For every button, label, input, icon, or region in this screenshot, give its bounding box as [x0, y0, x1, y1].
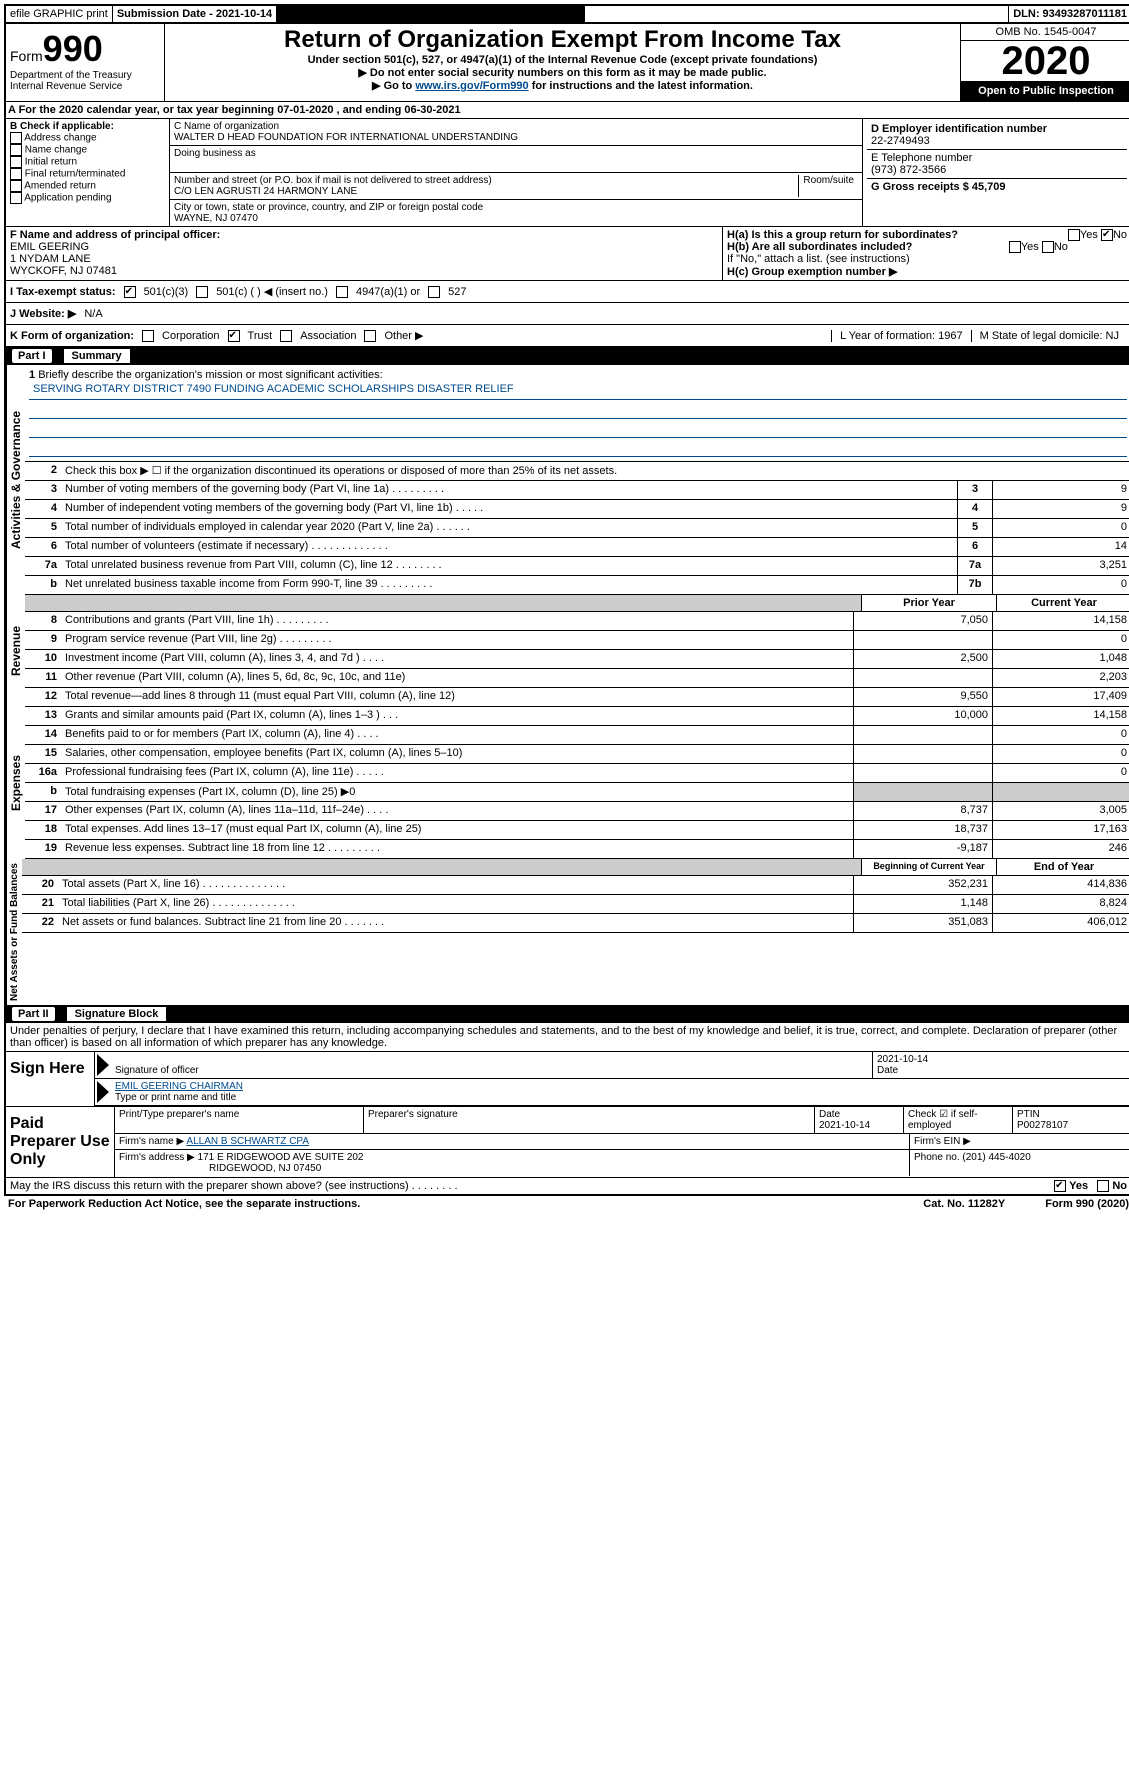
- table-row: 18Total expenses. Add lines 13–17 (must …: [25, 821, 1129, 840]
- discuss-row: May the IRS discuss this return with the…: [6, 1177, 1129, 1194]
- tax-exempt-status: I Tax-exempt status: 501(c)(3) 501(c) ( …: [6, 281, 1129, 303]
- governance-label: Activities & Governance: [6, 365, 25, 595]
- perjury-statement: Under penalties of perjury, I declare th…: [6, 1023, 1129, 1052]
- bottom-notice: For Paperwork Reduction Act Notice, see …: [4, 1196, 1129, 1212]
- period-row: A For the 2020 calendar year, or tax yea…: [6, 102, 1129, 119]
- firm-link[interactable]: ALLAN B SCHWARTZ CPA: [186, 1136, 309, 1147]
- table-row: 12Total revenue—add lines 8 through 11 (…: [25, 688, 1129, 707]
- table-row: 9Program service revenue (Part VIII, lin…: [25, 631, 1129, 650]
- form-container: Form990 Department of the Treasury Inter…: [4, 24, 1129, 1196]
- table-row: 14Benefits paid to or for members (Part …: [25, 726, 1129, 745]
- subtitle: Under section 501(c), 527, or 4947(a)(1)…: [167, 54, 958, 66]
- title-cell: Return of Organization Exempt From Incom…: [165, 24, 960, 101]
- table-row: 19Revenue less expenses. Subtract line 1…: [25, 840, 1129, 859]
- table-row: 16aProfessional fundraising fees (Part I…: [25, 764, 1129, 783]
- form-of-org: K Form of organization: Corporation Trus…: [6, 325, 1129, 347]
- revenue-label: Revenue: [6, 595, 25, 707]
- efile-button[interactable]: efile GRAPHIC print: [6, 6, 113, 22]
- submission-date: Submission Date - 2021-10-14: [113, 6, 277, 22]
- column-d: D Employer identification number22-27494…: [863, 119, 1129, 226]
- irs-link[interactable]: www.irs.gov/Form990: [415, 80, 528, 92]
- department: Department of the Treasury Internal Reve…: [10, 70, 160, 92]
- part1-header: Part I Summary: [6, 347, 1129, 365]
- arrow-line-1: ▶ Do not enter social security numbers o…: [167, 66, 958, 79]
- table-row: 17Other expenses (Part IX, column (A), l…: [25, 802, 1129, 821]
- paid-preparer-label: Paid Preparer Use Only: [6, 1107, 114, 1177]
- website-row: J Website: ▶ N/A: [6, 303, 1129, 325]
- tax-year: 2020: [961, 41, 1129, 81]
- principal-officer: F Name and address of principal officer:…: [6, 227, 722, 280]
- part2-header: Part II Signature Block: [6, 1005, 1129, 1023]
- form-number-cell: Form990 Department of the Treasury Inter…: [6, 24, 165, 101]
- sign-here-label: Sign Here: [6, 1052, 94, 1106]
- column-b: B Check if applicable: Address change Na…: [6, 119, 170, 226]
- table-row: bTotal fundraising expenses (Part IX, co…: [25, 783, 1129, 802]
- open-public-badge: Open to Public Inspection: [961, 81, 1129, 101]
- arrow-line-2: ▶ Go to www.irs.gov/Form990 for instruct…: [167, 79, 958, 92]
- dln: DLN: 93493287011181: [1008, 6, 1129, 22]
- officer-name-link[interactable]: EMIL GEERING CHAIRMAN: [115, 1081, 243, 1092]
- table-row: 20Total assets (Part X, line 16) . . . .…: [22, 876, 1129, 895]
- form-title: Return of Organization Exempt From Incom…: [167, 26, 958, 54]
- table-row: 8Contributions and grants (Part VIII, li…: [25, 612, 1129, 631]
- blackbar: [277, 6, 585, 22]
- group-return: H(a) Is this a group return for subordin…: [722, 227, 1129, 280]
- arrow-icon: [97, 1081, 109, 1103]
- table-row: 15Salaries, other compensation, employee…: [25, 745, 1129, 764]
- table-row: 10Investment income (Part VIII, column (…: [25, 650, 1129, 669]
- arrow-icon: [97, 1054, 109, 1076]
- topbar: efile GRAPHIC print Submission Date - 20…: [4, 4, 1129, 24]
- netassets-label: Net Assets or Fund Balances: [6, 859, 22, 1005]
- column-c: C Name of organizationWALTER D HEAD FOUN…: [170, 119, 863, 226]
- table-row: 11Other revenue (Part VIII, column (A), …: [25, 669, 1129, 688]
- table-row: 21Total liabilities (Part X, line 26) . …: [22, 895, 1129, 914]
- expenses-label: Expenses: [6, 707, 25, 859]
- year-cell: OMB No. 1545-0047 2020 Open to Public In…: [960, 24, 1129, 101]
- table-row: 13Grants and similar amounts paid (Part …: [25, 707, 1129, 726]
- table-row: 22Net assets or fund balances. Subtract …: [22, 914, 1129, 933]
